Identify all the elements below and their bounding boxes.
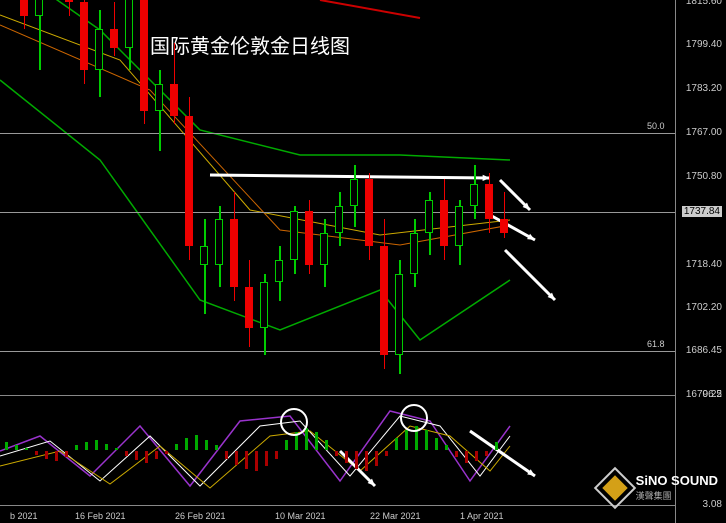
histogram-bar	[285, 440, 288, 450]
histogram-bar	[55, 451, 58, 461]
histogram-bar	[65, 451, 68, 457]
histogram-bar	[25, 448, 28, 450]
histogram-bar	[205, 440, 208, 450]
x-tick-label: 1 Apr 2021	[460, 511, 504, 521]
histogram-bar	[215, 445, 218, 450]
histogram-bar	[85, 442, 88, 450]
histogram-bar	[375, 451, 378, 466]
histogram-bar	[265, 451, 268, 466]
x-tick-label: 26 Feb 2021	[175, 511, 226, 521]
histogram-bar	[495, 442, 498, 450]
y-tick-label: 96.2	[703, 389, 722, 400]
circle-annotation	[280, 408, 308, 436]
horizontal-line	[0, 133, 675, 134]
histogram-bar	[465, 451, 468, 463]
histogram-bar	[15, 445, 18, 450]
chart-area[interactable]: 国际黄金伦敦金日线图 50.0 61.8 b 2021 16 Feb 2021 26 …	[0, 0, 675, 523]
histogram-bar	[95, 440, 98, 450]
fib-label: 61.8	[647, 339, 665, 349]
histogram-bar	[315, 432, 318, 450]
y-tick-label: 1815.60	[686, 0, 722, 7]
histogram-bar	[455, 451, 458, 457]
y-tick-label: 1686.45	[686, 345, 722, 356]
histogram-bar	[235, 451, 238, 465]
y-tick-label: 1783.20	[686, 83, 722, 94]
y-tick-label: 1750.80	[686, 171, 722, 182]
histogram-bar	[355, 451, 358, 469]
histogram-bar	[395, 438, 398, 450]
logo-diamond-icon	[593, 467, 635, 509]
x-axis: b 2021 16 Feb 2021 26 Feb 2021 10 Mar 2021 2…	[0, 505, 675, 523]
histogram-bar	[195, 435, 198, 450]
y-tick-label: 1718.40	[686, 259, 722, 270]
histogram-bar	[345, 451, 348, 463]
histogram-bar	[425, 430, 428, 450]
histogram-bar	[115, 448, 118, 450]
histogram-bar	[475, 451, 478, 461]
histogram-bar	[245, 451, 248, 469]
y-tick-label: 1799.40	[686, 39, 722, 50]
lower-panel	[0, 395, 675, 505]
histogram-bar	[175, 444, 178, 450]
y-tick-label: 1737.84	[682, 206, 722, 217]
histogram-bar	[125, 451, 128, 456]
histogram-bar	[325, 440, 328, 450]
histogram-bar	[155, 451, 158, 459]
logo-sub: 漢聲集團	[636, 489, 718, 502]
histogram-bar	[75, 445, 78, 450]
histogram-bar	[165, 451, 168, 454]
histogram-bar	[225, 451, 228, 459]
x-tick-label: 22 Mar 2021	[370, 511, 421, 521]
x-tick-label: b 2021	[10, 511, 38, 521]
circle-annotation	[400, 404, 428, 432]
y-tick-label: 1767.00	[686, 127, 722, 138]
upper-panel: 国际黄金伦敦金日线图 50.0 61.8	[0, 0, 675, 395]
histogram-bar	[305, 428, 308, 450]
histogram-bar	[275, 451, 278, 459]
histogram-bar	[405, 430, 408, 450]
histogram-bar	[445, 445, 448, 450]
histogram-bar	[365, 451, 368, 471]
horizontal-line	[0, 351, 675, 352]
histogram-bar	[385, 451, 388, 456]
histogram-bar	[335, 451, 338, 456]
fib-label: 50.0	[647, 121, 665, 131]
y-tick-label: 1702.20	[686, 302, 722, 313]
brand-logo: SiNO SOUND 漢聲集團	[600, 473, 718, 503]
histogram-bar	[485, 451, 488, 456]
histogram-bar	[35, 451, 38, 455]
histogram-bar	[255, 451, 258, 471]
y-axis: 1670.251686.451702.201718.401737.841750.…	[675, 0, 726, 523]
histogram-bar	[135, 451, 138, 460]
histogram-bar	[5, 442, 8, 450]
x-tick-label: 10 Mar 2021	[275, 511, 326, 521]
histogram-bar	[145, 451, 148, 463]
histogram-bar	[185, 438, 188, 450]
logo-brand: SiNO SOUND	[636, 474, 718, 488]
chart-title: 国际黄金伦敦金日线图	[150, 30, 350, 59]
histogram-bar	[45, 451, 48, 459]
histogram-bar	[435, 438, 438, 450]
histogram-bar	[105, 444, 108, 450]
x-tick-label: 16 Feb 2021	[75, 511, 126, 521]
